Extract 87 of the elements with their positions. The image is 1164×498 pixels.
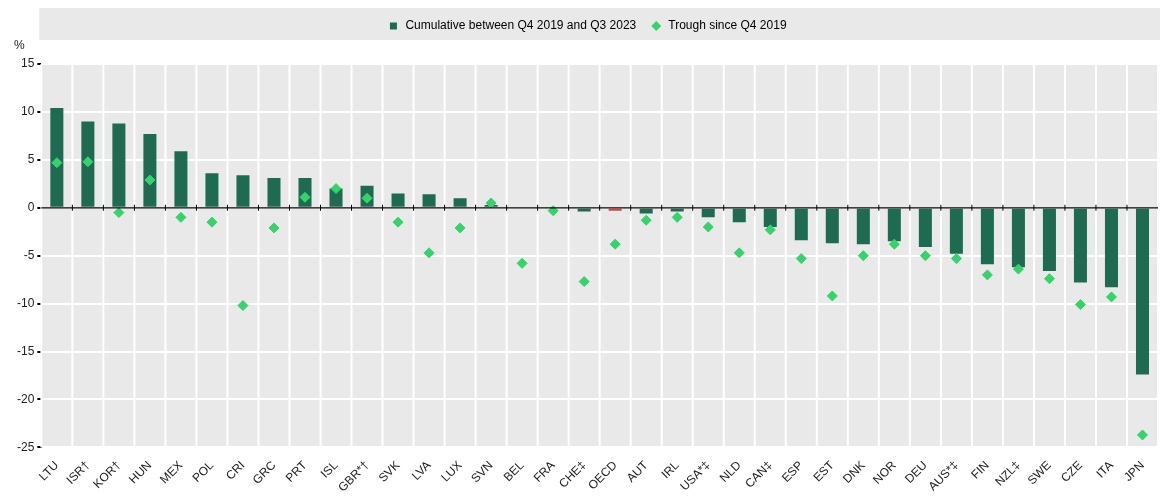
bar xyxy=(1011,208,1025,268)
point xyxy=(423,247,435,259)
x-tick-label: ISL xyxy=(317,457,341,481)
bar xyxy=(50,108,64,207)
point xyxy=(516,257,528,269)
x-tick-label: CRI xyxy=(222,458,248,483)
bar xyxy=(949,208,963,254)
bar xyxy=(143,133,157,207)
point xyxy=(547,205,559,217)
bar xyxy=(205,173,219,207)
x-tick-label: IRL xyxy=(658,457,682,482)
point xyxy=(1136,429,1148,441)
bar xyxy=(267,178,281,207)
point xyxy=(919,250,931,262)
point xyxy=(857,250,869,262)
point xyxy=(1012,263,1024,275)
point xyxy=(733,247,745,259)
bar xyxy=(1042,208,1056,272)
x-tick-label: NLD xyxy=(716,457,744,485)
x-tick-label: POL xyxy=(189,457,217,485)
point xyxy=(485,197,497,209)
legend-label: Cumulative between Q4 2019 and Q3 2023 xyxy=(405,18,637,33)
bar xyxy=(81,121,95,207)
bar xyxy=(391,193,405,207)
y-tick-label: 10 xyxy=(20,104,35,119)
point xyxy=(795,253,807,265)
point xyxy=(113,207,125,219)
y-tick-label: 15 xyxy=(20,56,35,71)
x-tick-label: FIN xyxy=(968,458,992,482)
point xyxy=(950,253,962,265)
bar xyxy=(732,208,746,223)
point xyxy=(764,224,776,236)
point xyxy=(702,221,714,233)
point xyxy=(640,214,652,226)
point xyxy=(671,211,683,223)
x-tick-label: LTU xyxy=(36,458,62,484)
bar xyxy=(701,208,715,218)
y-tick-label: -25 xyxy=(17,439,35,454)
bar xyxy=(918,208,932,248)
y-tick-label: -10 xyxy=(17,295,35,310)
bar xyxy=(1135,208,1150,375)
point xyxy=(578,276,590,288)
y-tick-label: 5 xyxy=(27,152,35,167)
bar xyxy=(856,208,870,245)
bar xyxy=(763,208,777,227)
y-tick-label: -15 xyxy=(17,343,35,358)
bar xyxy=(794,208,808,241)
x-tick-label: BEL xyxy=(500,457,527,485)
point xyxy=(392,216,404,228)
bar xyxy=(112,123,126,207)
bar xyxy=(670,208,684,212)
bar xyxy=(825,208,839,244)
point xyxy=(268,222,280,234)
point xyxy=(330,183,342,195)
point xyxy=(454,222,466,234)
legend-label: Trough since Q4 2019 xyxy=(668,18,787,33)
point xyxy=(1074,299,1086,311)
point xyxy=(1105,291,1117,303)
point xyxy=(888,238,900,250)
bar xyxy=(577,208,591,212)
y-tick-label: -20 xyxy=(17,391,35,406)
bar xyxy=(236,175,250,207)
bar xyxy=(1104,208,1118,288)
y-tick-label: -5 xyxy=(23,248,35,263)
point xyxy=(206,216,218,228)
x-tick-label: ITA xyxy=(1093,458,1116,481)
point xyxy=(826,290,838,302)
point xyxy=(609,238,621,250)
bar xyxy=(174,151,188,207)
point xyxy=(51,157,63,169)
bar xyxy=(1073,208,1087,283)
x-tick-label: FRA xyxy=(530,458,558,485)
y-tick-label: 0 xyxy=(27,200,35,215)
point xyxy=(144,174,156,186)
point xyxy=(82,156,94,168)
bar xyxy=(453,198,467,207)
y-axis-title: % xyxy=(14,38,25,53)
bar xyxy=(422,194,436,207)
bar xyxy=(639,208,653,214)
bar xyxy=(980,208,994,265)
bar xyxy=(887,208,901,242)
point xyxy=(981,269,993,281)
point xyxy=(175,211,187,223)
point xyxy=(237,300,249,312)
point xyxy=(1043,273,1055,285)
x-tick-label: LVA xyxy=(408,458,434,483)
x-tick-label: JPN xyxy=(1121,458,1147,484)
